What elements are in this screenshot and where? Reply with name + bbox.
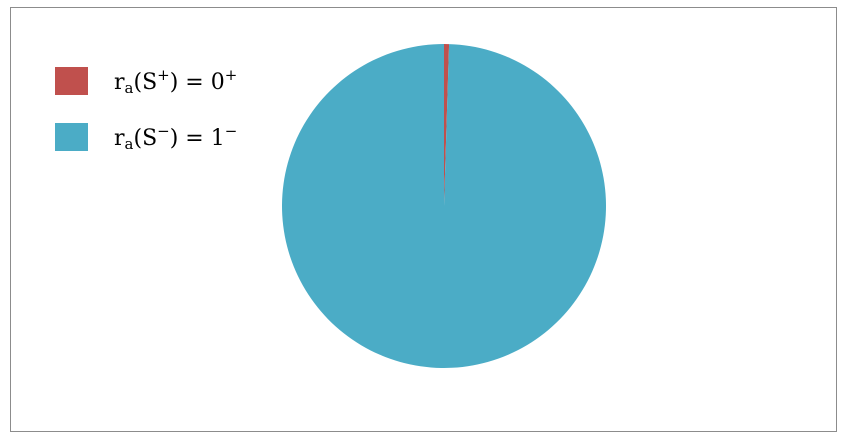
chart-legend: ra(S+) = 0+ ra(S−) = 1− [55, 53, 237, 165]
legend-swatch-positive [55, 67, 88, 95]
legend-label-positive: ra(S+) = 0+ [114, 65, 238, 97]
legend-swatch-negative [55, 123, 88, 151]
legend-item-positive: ra(S+) = 0+ [55, 53, 237, 109]
pie-slice-negative [282, 44, 606, 368]
legend-item-negative: ra(S−) = 1− [55, 109, 237, 165]
pie-slice-positive [444, 44, 450, 206]
legend-label-negative: ra(S−) = 1− [114, 121, 238, 153]
